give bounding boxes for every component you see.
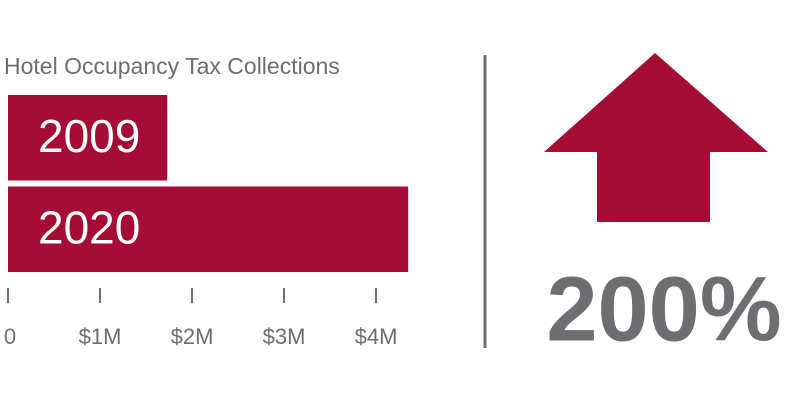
- bar-category-label: 2009: [38, 110, 140, 162]
- percent-annotation: 200%: [546, 258, 781, 360]
- up-arrow: [544, 53, 768, 222]
- bar: [8, 186, 409, 272]
- chart-title: Hotel Occupancy Tax Collections: [4, 53, 340, 79]
- x-tick-label: $3M: [263, 324, 306, 349]
- bar-category-label: 2020: [38, 201, 140, 253]
- x-tick-label: $2M: [171, 324, 214, 349]
- x-tick-label: 0: [4, 324, 16, 349]
- bar: [8, 95, 168, 181]
- x-tick-label: $1M: [79, 324, 122, 349]
- x-tick-label: $4M: [355, 324, 398, 349]
